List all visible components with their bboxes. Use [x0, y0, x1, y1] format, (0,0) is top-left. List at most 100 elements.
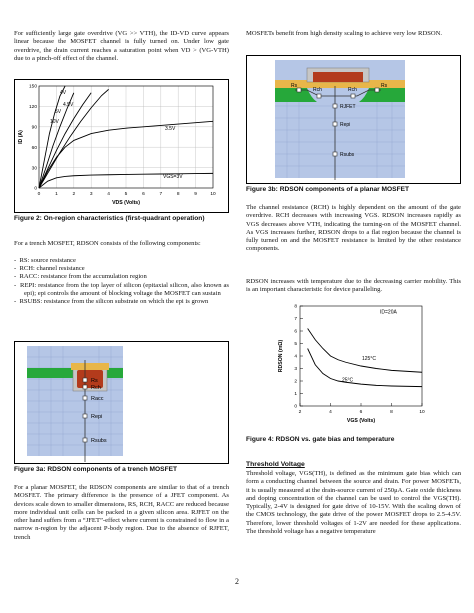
source-contact — [71, 363, 109, 370]
p-body-left — [275, 88, 317, 102]
racc-resistor-symbol — [82, 395, 88, 401]
series-line — [307, 328, 423, 373]
x-tick-label: 6 — [360, 409, 363, 415]
curve-label: 4.5V — [63, 102, 74, 108]
y-tick-label: 30 — [32, 165, 38, 171]
rch-left-label: Rch — [313, 87, 322, 93]
y-tick-label: 8 — [294, 304, 297, 310]
x-tick-label: 8 — [177, 191, 180, 197]
source-metal — [275, 80, 405, 88]
y-tick-label: 0 — [34, 186, 37, 192]
rs-right-symbol — [374, 87, 380, 93]
y-tick-label: 1 — [294, 391, 297, 397]
plot-frame — [38, 85, 214, 189]
p-body-right — [359, 88, 405, 102]
curve-label: 10V — [50, 119, 60, 125]
x-tick-label: 2 — [72, 191, 75, 197]
y-tick-label: 7 — [294, 316, 297, 322]
figure-4-chart: 0 1 2 3 4 5 6 7 8 2 4 6 8 10 ID=20A 125°C 25°C VGS (Volts… — [278, 304, 425, 424]
y-tick-label: 0 — [294, 404, 297, 410]
list-item: - RSUBS: resistance from the silicon sub… — [14, 298, 209, 306]
curve-label: 4V — [60, 90, 67, 96]
gate-poly — [77, 370, 103, 388]
series-line — [38, 172, 214, 189]
right-intro-paragraph: MOSFETs benefit from high density scalin… — [246, 30, 443, 37]
y-tick-label: 60 — [32, 145, 38, 151]
series-line — [38, 92, 75, 189]
curve-label: 5V — [55, 109, 62, 115]
series-line — [38, 120, 214, 189]
rs-right-label: Rs — [381, 83, 388, 89]
y-tick-label: 150 — [29, 84, 37, 90]
x-tick-label: 3 — [90, 191, 93, 197]
racc-label: Racc — [91, 396, 104, 402]
y-tick-label: 90 — [32, 125, 38, 131]
series-line — [38, 89, 109, 189]
list-item: - RACC: resistance from the accumulation… — [14, 273, 147, 281]
repi-resistor-symbol — [82, 413, 88, 419]
figure-3b-caption: Figure 3b: RDSON components of a planar … — [246, 186, 410, 193]
x-tick-label: 6 — [142, 191, 145, 197]
y-axis-label: RDSON (mΩ) — [278, 340, 284, 373]
x-tick-label: 4 — [107, 191, 110, 197]
figure-3a-caption: Figure 3a: RDSON components of a trench … — [14, 466, 178, 473]
rsubs-label: Rsubs — [91, 438, 107, 444]
rsubs-label: Rsubs — [340, 152, 355, 158]
list-item: - REPI: resistance from the top layer of… — [14, 281, 229, 297]
series-label-25c: 25°C — [342, 378, 354, 384]
channel-paragraph: The channel resistance (RCH) is highly d… — [246, 204, 461, 253]
rjfet-label: RJFET — [340, 104, 356, 110]
left-intro-paragraph: For sufficiently large gate overdrive (V… — [14, 30, 229, 62]
rch-left-symbol — [316, 93, 322, 99]
x-tick-label: 10 — [419, 409, 425, 415]
series-line — [38, 92, 92, 189]
repi-symbol — [332, 121, 338, 127]
y-tick-label: 6 — [294, 329, 297, 335]
rsubs-symbol — [332, 151, 338, 157]
figure-3b-box: Rs Rch Rch Rs RJFET Repi Rsubs — [246, 55, 461, 184]
threshold-paragraph: Threshold voltage, VGS(TH), is defined a… — [246, 470, 461, 536]
rdson-components-list: - RS: source resistance - RCH: channel r… — [14, 257, 229, 306]
list-item: - RCH: channel resistance — [14, 265, 85, 273]
rch-label: Rch — [91, 385, 101, 391]
gate-poly — [313, 72, 363, 82]
id-annotation: ID=20A — [380, 310, 397, 316]
x-axis-label: VGS (Volts) — [347, 418, 375, 424]
rjfet-symbol — [332, 103, 338, 109]
planar-paragraph: For a planar MOSFET, the RDSON component… — [14, 484, 229, 541]
rs-left-symbol — [296, 87, 302, 93]
x-tick-label: 2 — [299, 409, 302, 415]
trench-intro: For a trench MOSFET, RDSON consists of t… — [14, 240, 201, 247]
series-line — [38, 85, 66, 189]
x-tick-label: 4 — [329, 409, 332, 415]
x-tick-label: 7 — [159, 191, 162, 197]
page-number: 2 — [235, 577, 239, 586]
x-tick-label: 1 — [55, 191, 58, 197]
y-tick-label: 120 — [29, 104, 37, 110]
series-label-125c: 125°C — [362, 356, 376, 362]
figure-2-box: 0 1 2 3 4 5 6 7 8 9 10 0 30 60 90 120 150 4V 4.5V 5V 10V 3.5V… — [14, 79, 229, 213]
curve-label: VGS=3V — [163, 174, 183, 180]
plot-frame — [299, 305, 423, 407]
rs-resistor-symbol — [82, 377, 88, 383]
rch-right-label: Rch — [348, 87, 357, 93]
x-tick-label: 0 — [38, 191, 41, 197]
rs-left-label: Rs — [291, 83, 298, 89]
figure-4-box: 0 1 2 3 4 5 6 7 8 2 4 6 8 10 ID=20A 125°C 25°C VGS (Volts… — [246, 302, 459, 432]
y-tick-label: 4 — [294, 354, 297, 360]
rch-resistor-symbol — [82, 384, 88, 390]
y-tick-label: 5 — [294, 341, 297, 347]
rch-right-symbol — [350, 93, 356, 99]
figure-2-caption: Figure 2: On-region characteristics (fir… — [14, 215, 205, 222]
rs-label: Rs — [91, 378, 98, 384]
repi-label: Repi — [340, 122, 350, 128]
x-tick-label: 8 — [390, 409, 393, 415]
temperature-paragraph: RDSON increases with temperature due to … — [246, 278, 461, 294]
curve-label: 3.5V — [165, 126, 176, 132]
figure-3b-diagram: Rs Rch Rch Rs RJFET Repi Rsubs — [275, 60, 405, 180]
figure-3a-box: Rs Rch Racc Repi Rsubs — [14, 341, 229, 464]
x-axis-label: VDS (Volts) — [112, 200, 140, 206]
y-tick-label: 2 — [294, 379, 297, 385]
rsubs-resistor-symbol — [82, 437, 88, 443]
